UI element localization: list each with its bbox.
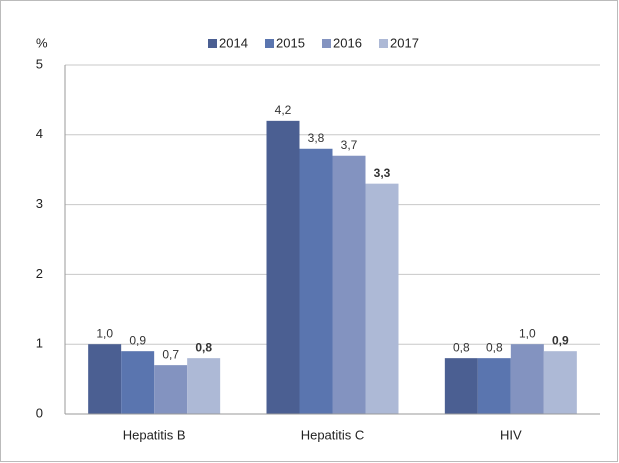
x-tick-label: Hepatitis B — [123, 427, 186, 442]
y-tick-label: 5 — [36, 56, 43, 71]
legend-label: 2015 — [276, 35, 305, 50]
y-tick-label: 4 — [36, 126, 43, 141]
legend-swatch — [208, 39, 217, 48]
bar — [187, 358, 221, 414]
legend-label: 2016 — [333, 35, 362, 50]
y-tick-label: 0 — [36, 405, 43, 420]
bar — [266, 120, 300, 414]
legend-label: 2014 — [219, 35, 248, 50]
bar — [510, 344, 544, 414]
data-label: 3,3 — [374, 166, 391, 180]
bar — [154, 365, 188, 414]
data-label: 1,0 — [96, 326, 113, 340]
data-label: 4,2 — [275, 103, 292, 117]
bar — [332, 155, 366, 415]
data-label: 3,8 — [308, 131, 325, 145]
bar — [444, 358, 478, 414]
data-label: 0,9 — [129, 333, 146, 347]
data-label: 0,7 — [162, 347, 179, 361]
data-label: 1,0 — [519, 326, 536, 340]
legend-swatch — [265, 39, 274, 48]
data-label: 0,8 — [453, 340, 470, 354]
bar — [299, 148, 333, 414]
bar — [477, 358, 511, 414]
y-tick-label: 3 — [36, 196, 43, 211]
legend-label: 2017 — [390, 35, 419, 50]
data-label: 3,7 — [341, 138, 358, 152]
data-label: 0,9 — [552, 333, 569, 347]
data-label: 0,8 — [486, 340, 503, 354]
bar — [121, 351, 155, 414]
legend-swatch — [322, 39, 331, 48]
data-label: 0,8 — [195, 340, 212, 354]
y-tick-label: 1 — [36, 336, 43, 351]
x-tick-label: HIV — [500, 427, 522, 442]
bar — [543, 351, 577, 414]
y-unit-label: % — [36, 35, 48, 50]
bar — [365, 183, 399, 414]
x-tick-label: Hepatitis C — [301, 427, 365, 442]
legend-swatch — [379, 39, 388, 48]
bar — [88, 344, 122, 414]
y-tick-label: 2 — [36, 266, 43, 281]
